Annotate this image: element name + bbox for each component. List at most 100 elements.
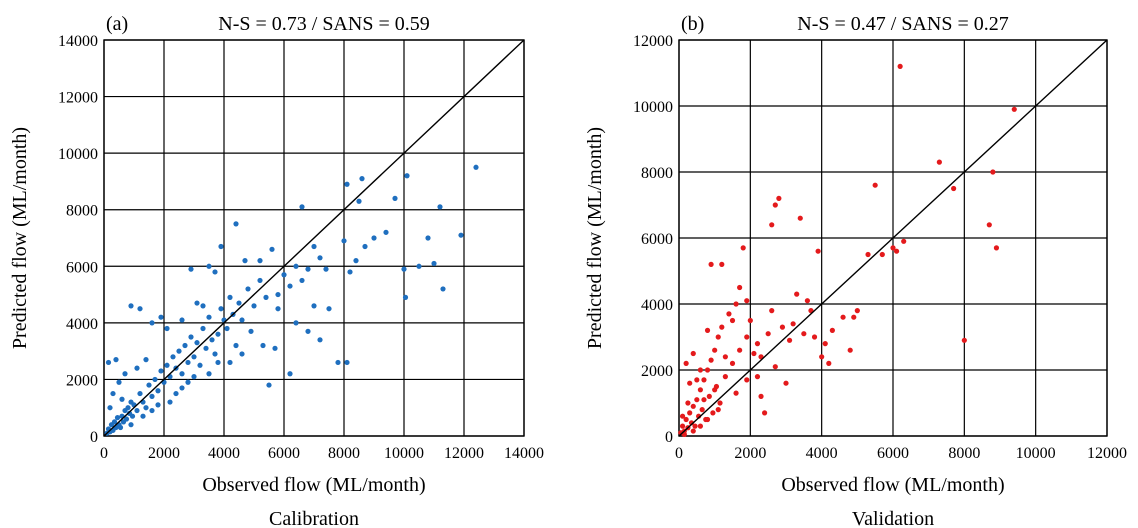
data-point: [392, 195, 398, 201]
data-point: [293, 263, 299, 269]
data-point: [811, 334, 818, 340]
x-tick-label: 10000: [384, 445, 424, 462]
data-point: [344, 181, 350, 187]
data-point: [694, 397, 700, 403]
x-tick-label: 8000: [328, 445, 360, 462]
data-point: [712, 387, 718, 393]
y-tick-label: 4000: [641, 297, 673, 314]
data-point: [218, 243, 224, 250]
data-point: [233, 342, 239, 349]
data-point: [323, 266, 329, 272]
data-point: [203, 345, 209, 351]
x-tick-label: 2000: [734, 445, 766, 462]
data-point: [353, 258, 359, 264]
data-point: [119, 396, 125, 402]
data-point: [311, 303, 317, 309]
data-point: [794, 291, 800, 297]
data-point: [699, 407, 705, 413]
data-point: [425, 235, 431, 241]
data-point: [116, 379, 122, 385]
data-point: [299, 277, 305, 284]
data-point: [224, 325, 230, 332]
data-point: [710, 410, 716, 416]
data-point: [744, 298, 750, 304]
data-point: [293, 320, 299, 326]
x-tick-label: 6000: [877, 445, 909, 462]
data-point: [765, 331, 771, 337]
data-point: [281, 272, 287, 278]
data-point: [690, 428, 696, 434]
data-point: [371, 235, 377, 241]
data-point: [815, 248, 821, 254]
data-point: [704, 367, 711, 373]
data-point: [179, 385, 185, 391]
data-point: [431, 260, 437, 267]
data-point: [311, 243, 317, 250]
data-point: [242, 258, 248, 264]
data-point: [990, 169, 996, 175]
data-point: [685, 400, 691, 406]
data-point: [260, 342, 266, 349]
data-point: [776, 195, 782, 201]
data-point: [257, 277, 263, 284]
y-tick-label: 0: [90, 429, 98, 446]
data-point: [206, 371, 212, 377]
data-point: [227, 359, 233, 366]
data-point: [194, 340, 200, 346]
data-point: [146, 382, 152, 388]
data-point: [200, 325, 206, 332]
data-point: [719, 324, 725, 330]
data-point: [715, 407, 721, 413]
data-point: [901, 238, 907, 244]
data-point: [233, 221, 239, 227]
data-point: [257, 258, 263, 264]
data-point: [754, 374, 761, 380]
data-point: [185, 379, 191, 385]
data-point: [275, 306, 281, 312]
data-point: [715, 334, 721, 340]
data-point: [772, 202, 778, 208]
y-tick-label: 12000: [58, 90, 98, 107]
data-point: [140, 413, 146, 419]
data-point: [305, 266, 311, 272]
data-point: [173, 390, 179, 397]
data-point: [155, 402, 161, 408]
data-point: [801, 331, 807, 337]
data-point: [266, 382, 272, 388]
data-point: [227, 294, 233, 300]
data-point: [733, 301, 739, 307]
data-point: [191, 354, 197, 360]
data-point: [712, 347, 718, 353]
data-point: [152, 376, 158, 383]
data-point: [683, 360, 689, 366]
data-point: [402, 294, 409, 300]
data-point: [179, 317, 185, 323]
data-point: [149, 407, 155, 414]
data-point: [694, 377, 700, 383]
data-point: [697, 423, 704, 429]
data-point: [188, 266, 194, 272]
data-point: [113, 357, 119, 363]
data-point: [769, 308, 775, 314]
data-point: [690, 350, 696, 357]
x-tick-label: 0: [100, 445, 108, 462]
data-point: [176, 348, 182, 354]
data-point: [679, 413, 686, 419]
data-point: [299, 204, 305, 210]
x-tick-label: 10000: [1016, 445, 1056, 462]
x-tick-label: 4000: [208, 445, 240, 462]
data-point: [125, 405, 131, 411]
data-point: [758, 393, 764, 399]
data-point: [679, 423, 686, 429]
data-point: [704, 327, 711, 333]
y-tick-label: 6000: [66, 259, 98, 276]
data-point: [708, 261, 714, 267]
data-point: [744, 334, 750, 340]
data-point: [740, 245, 746, 251]
data-point: [872, 182, 878, 188]
one-to-one-line: [678, 39, 1108, 437]
data-point: [134, 407, 140, 414]
y-axis-title: Predicted flow (ML/month): [584, 127, 606, 349]
data-point: [936, 159, 942, 165]
y-tick-label: 12000: [633, 33, 673, 50]
